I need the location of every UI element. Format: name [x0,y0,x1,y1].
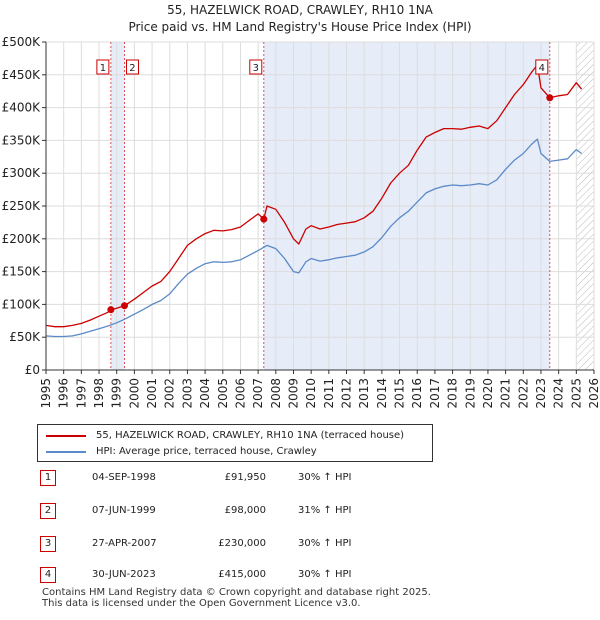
y-tick-label: £200K [2,232,42,246]
x-tick-label: 2016 [410,378,424,409]
sale-date: 04-SEP-1998 [92,472,156,483]
y-tick-label: £150K [2,265,42,279]
sale-hpi-change: 30% ↑ HPI [298,472,352,483]
sale-number-badge: 4 [40,567,56,583]
sale-row: 1 04-SEP-1998 £91,950 30% ↑ HPI [40,470,440,488]
x-tick-label: 2001 [145,378,159,409]
hpi-line [45,138,582,338]
sale-price: £98,000 [224,505,266,516]
footer-attribution: Contains HM Land Registry data © Crown c… [42,587,431,609]
y-tick-label: £50K [9,330,41,344]
sale-label-frame [249,59,263,75]
sale-date: 30-JUN-2023 [92,569,156,580]
sale-hpi-change: 30% ↑ HPI [298,538,352,549]
chart-title: 55, HAZELWICK ROAD, CRAWLEY, RH10 1NA [167,3,433,17]
sale-price: £415,000 [218,569,266,580]
x-tick-label: 2010 [304,378,318,409]
x-tick-label: 2012 [340,378,354,409]
y-tick-label: £300K [2,166,42,180]
x-tick-label: 2013 [357,378,371,409]
x-tick-label: 2009 [286,378,300,409]
y-tick-label: £100K [2,297,42,311]
sale-price: £91,950 [224,472,266,483]
x-tick-label: 2019 [463,378,477,409]
y-tick-label: £0 [25,363,40,377]
x-tick-label: 2015 [393,378,407,409]
sale-hpi-change: 31% ↑ HPI [298,505,352,516]
y-tick-label: £450K [2,68,42,82]
x-tick-label: 1998 [92,378,106,409]
x-tick-label: 2011 [322,378,336,409]
x-tick-label: 1997 [74,378,88,409]
sale-row: 3 27-APR-2007 £230,000 30% ↑ HPI [40,536,440,554]
x-tick-label: 1999 [110,378,124,409]
sale-point [107,306,115,314]
y-tick-label: £350K [2,133,42,147]
legend-line-hpi [46,451,86,453]
sale-label-box: 3 [249,59,263,75]
legend-line-property [46,435,86,437]
footer-license: This data is licensed under the Open Gov… [42,598,361,609]
sale-date: 27-APR-2007 [92,538,157,549]
price-paid-line [45,64,583,328]
x-tick-label: 2021 [499,378,513,409]
x-tick-label: 2008 [269,378,283,409]
sale-label-number: 2 [129,63,135,74]
sale-label-box: 1 [96,59,110,75]
x-tick-label: 2026 [587,378,600,409]
sale-label-frame [535,59,549,75]
sale-label-box: 2 [125,59,139,75]
x-tick-label: 2022 [516,378,530,409]
sale-number-badge: 1 [40,470,56,486]
sale-label-frame [125,59,139,75]
x-tick-label: 2002 [163,378,177,409]
sale-row: 4 30-JUN-2023 £415,000 30% ↑ HPI [40,567,440,585]
sale-point [546,94,554,102]
sale-label-frame [96,59,110,75]
x-tick-label: 2007 [251,378,265,409]
x-tick-label: 1995 [39,378,53,409]
footer-copyright: Contains HM Land Registry data © Crown c… [42,587,431,598]
y-tick-label: £500K [2,35,42,49]
sale-label-box: 4 [535,59,549,75]
sale-number-badge: 2 [40,503,56,519]
x-tick-label: 2020 [481,378,495,409]
x-tick-label: 2006 [233,378,247,409]
y-tick-label: £250K [2,199,42,213]
sale-hpi-change: 30% ↑ HPI [298,569,352,580]
x-tick-label: 2018 [446,378,460,409]
x-tick-label: 2024 [552,378,566,409]
sale-date: 07-JUN-1999 [92,505,156,516]
legend-label-hpi: HPI: Average price, terraced house, Craw… [96,446,317,457]
x-tick-label: 2014 [375,378,389,409]
sale-label-number: 3 [253,63,259,74]
sale-label-number: 1 [100,63,106,74]
x-tick-label: 2000 [127,378,141,409]
sale-number-badge: 3 [40,536,56,552]
chart-area: 1 2 3 4 £0 £50K £100K £150K £200K £250K £300K £350… [2,35,600,409]
x-tick-label: 2005 [216,378,230,409]
chart-subtitle: Price paid vs. HM Land Registry's House … [128,20,472,34]
legend: 55, HAZELWICK ROAD, CRAWLEY, RH10 1NA (t… [37,424,433,462]
x-tick-label: 2025 [569,378,583,409]
x-tick-label: 2023 [534,378,548,409]
x-tick-label: 2004 [198,378,212,409]
sale-label-number: 4 [539,63,545,74]
sale-price: £230,000 [218,538,266,549]
legend-label-property: 55, HAZELWICK ROAD, CRAWLEY, RH10 1NA (t… [96,430,405,441]
x-tick-label: 2003 [180,378,194,409]
sale-row: 2 07-JUN-1999 £98,000 31% ↑ HPI [40,503,440,521]
sale-point [120,302,128,310]
sale-point [260,215,268,223]
x-tick-label: 1996 [57,378,71,409]
x-tick-label: 2017 [428,378,442,409]
y-tick-label: £400K [2,101,42,115]
